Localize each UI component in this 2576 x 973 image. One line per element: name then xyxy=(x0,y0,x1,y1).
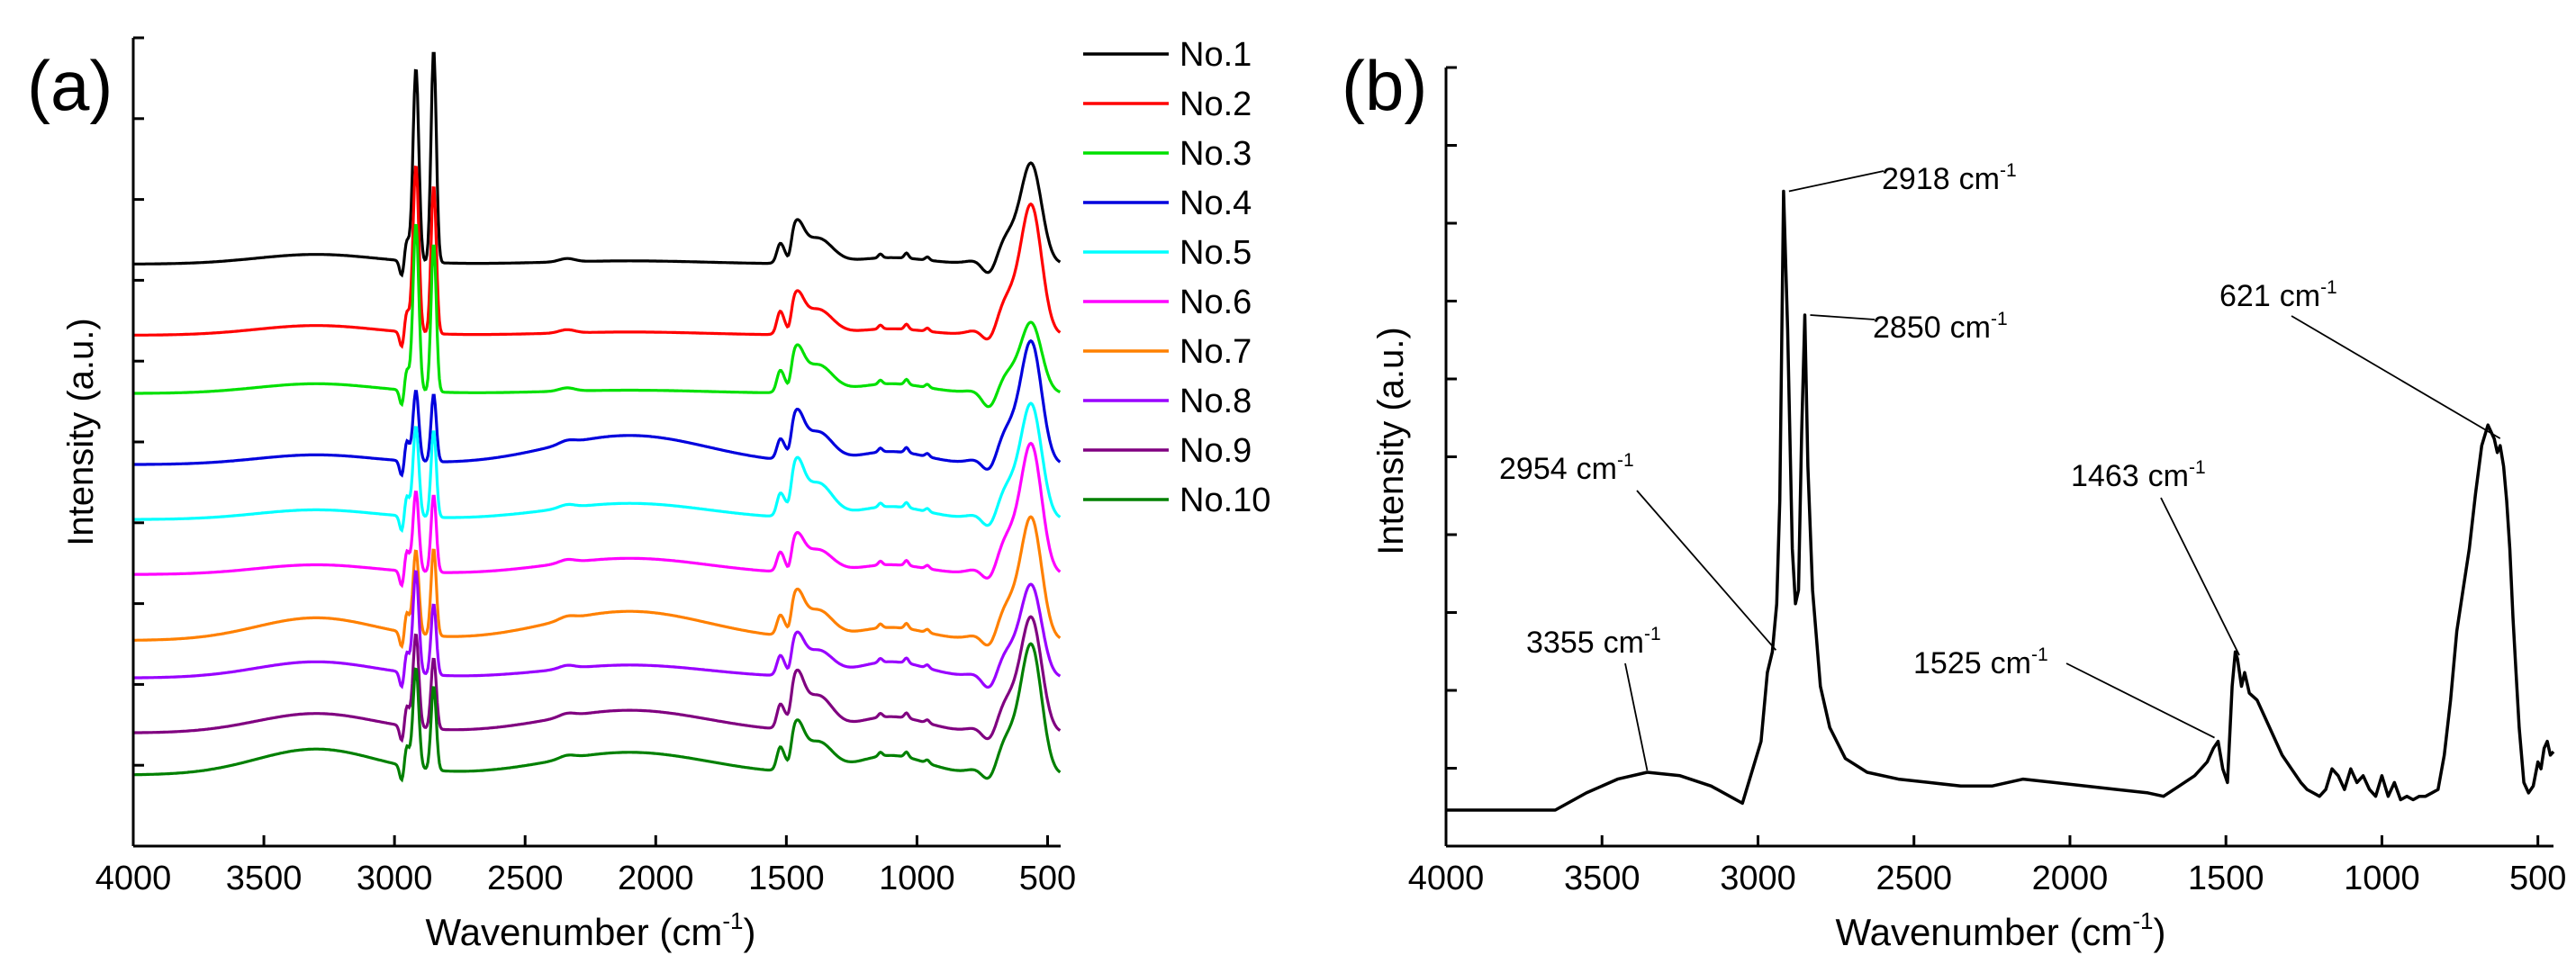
spectrum-line-no10 xyxy=(133,642,1062,783)
annotation-leader-line xyxy=(1636,490,1777,651)
panel-b-x-tick-label: 3500 xyxy=(1564,860,1641,897)
peak-annotation-2954: 2954 cm-1 xyxy=(1499,450,1634,486)
spectrum-line-no9 xyxy=(133,615,1062,743)
annotation-leader-line xyxy=(1788,170,1885,193)
panel-b-label: (b) xyxy=(1342,46,1427,125)
legend-label: No.6 xyxy=(1180,284,1252,321)
peak-annotation-3355: 3355 cm-1 xyxy=(1526,624,1661,660)
spectrum-line xyxy=(1446,189,2555,812)
panel-a-x-tick-label: 2500 xyxy=(487,860,564,897)
panel-b-x-tick-label: 3000 xyxy=(1720,860,1796,897)
peak-annotation-2918: 2918 cm-1 xyxy=(1882,160,2017,196)
panel-b-y-axis-label: Intensity (a.u.) xyxy=(1371,327,1411,554)
panel-a-x-tick-label: 3000 xyxy=(357,860,433,897)
annotation-leader-line xyxy=(2160,497,2240,656)
panel-a-label: (a) xyxy=(27,46,113,125)
annotation-leader-line xyxy=(1624,662,1649,771)
legend-label: No.2 xyxy=(1180,86,1252,123)
legend-label: No.5 xyxy=(1180,234,1252,272)
panel-a-x-tick-label: 4000 xyxy=(95,860,172,897)
panel-a-x-tick-label: 1000 xyxy=(879,860,955,897)
panel-b-x-axis-label: Wavenumber (cm-1) xyxy=(1836,907,2166,953)
panel-a-axes: 4000 3500 3000 2500 2000 1500 1000 500 xyxy=(95,36,1076,897)
panel-a-x-tick-label: 1500 xyxy=(748,860,825,897)
peak-annotation-621: 621 cm-1 xyxy=(2219,277,2337,313)
legend-label: No.9 xyxy=(1180,432,1252,470)
legend-label: No.7 xyxy=(1180,333,1252,371)
panel-a-y-axis-label: Intensity (a.u.) xyxy=(61,318,101,545)
spectrum-line-no4 xyxy=(133,338,1062,478)
panel-b-x-tick-label: 500 xyxy=(2509,860,2566,897)
panel-b-curves xyxy=(1446,189,2555,812)
panel-a-x-tick-label: 2000 xyxy=(618,860,694,897)
panel-b-axes: 4000 3500 3000 2500 2000 1500 1000 500 xyxy=(1408,66,2566,897)
panel-b-x-tick-label: 4000 xyxy=(1408,860,1485,897)
panel-b-x-tick-label: 1000 xyxy=(2344,860,2420,897)
annotation-leader-line xyxy=(2291,315,2501,439)
legend-label: No.3 xyxy=(1180,135,1252,173)
panel-a-curves xyxy=(133,51,1062,783)
panel-a-x-tick-label: 500 xyxy=(1019,860,1076,897)
spectrum-line-no8 xyxy=(133,570,1062,689)
peak-annotation-1463: 1463 cm-1 xyxy=(2071,457,2206,493)
panel-a-legend: No.1 No.2 No.3 No.4 No.5 No.6 No.7 No.8 No.9 No.1… xyxy=(1083,36,1270,519)
panel-a-x-tick-label: 3500 xyxy=(226,860,303,897)
legend-label: No.1 xyxy=(1180,36,1252,74)
panel-b-annotations: 3355 cm-1 2954 cm-1 2918 cm-1 2850 cm-1 1525 cm-1… xyxy=(1499,160,2501,771)
annotation-leader-line xyxy=(1810,314,1876,320)
panel-a: (a) 4000 3500 3000 2500 2000 1500 1000 500 Inte… xyxy=(27,36,1270,953)
panel-a-x-axis-label: Wavenumber (cm-1) xyxy=(426,907,756,953)
spectrum-line-no2 xyxy=(133,165,1062,349)
panel-b-x-tick-label: 1500 xyxy=(2188,860,2264,897)
peak-annotation-2850: 2850 cm-1 xyxy=(1873,309,2008,345)
spectrum-line-no3 xyxy=(133,223,1062,409)
legend-label: No.8 xyxy=(1180,383,1252,420)
panel-b-x-tick-label: 2500 xyxy=(1876,860,1952,897)
spectrum-line-no1 xyxy=(133,51,1062,278)
panel-b-x-tick-label: 2000 xyxy=(2032,860,2109,897)
panel-b: (b) 4000 3500 3000 2500 2000 1500 1000 500 Inte… xyxy=(1342,46,2566,953)
legend-label: No.10 xyxy=(1180,482,1270,519)
spectrum-line-no6 xyxy=(133,441,1062,589)
spectrum-line-no7 xyxy=(133,515,1062,650)
spectrum-line-no5 xyxy=(133,401,1062,534)
annotation-leader-line xyxy=(2065,662,2215,739)
peak-annotation-1525: 1525 cm-1 xyxy=(1913,644,2048,680)
legend-label: No.4 xyxy=(1180,185,1252,222)
